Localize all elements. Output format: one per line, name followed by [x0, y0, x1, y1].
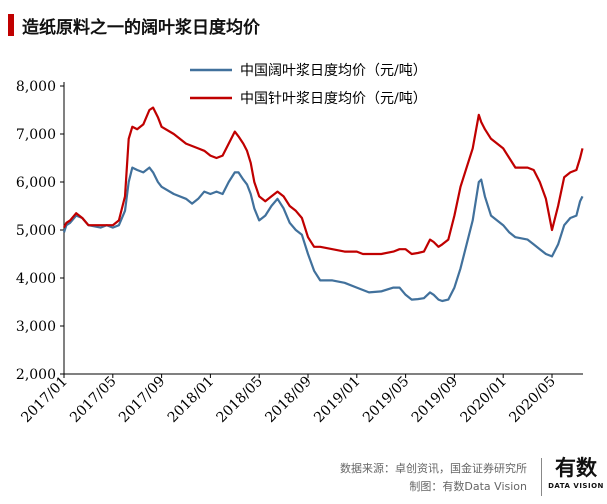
y-tick-label: 8,000 — [16, 79, 56, 95]
footer: 数据来源：卓创资讯，国金证券研究所 制图：有数Data Vision — [340, 460, 527, 496]
x-tick-label: 2018/05 — [214, 374, 266, 426]
x-tick-label: 2019/05 — [360, 374, 412, 426]
title-accent-bar — [8, 14, 14, 36]
x-tick-label: 2020/05 — [506, 374, 558, 426]
x-tick-label: 2018/09 — [262, 374, 314, 426]
y-tick-label: 3,000 — [16, 319, 56, 335]
x-tick-label: 2019/09 — [409, 374, 461, 426]
x-tick-label: 2018/01 — [165, 374, 217, 426]
y-tick-label: 4,000 — [16, 271, 56, 287]
source-note: 数据来源：卓创资讯，国金证券研究所 — [340, 462, 527, 475]
chart-header: 造纸原料之一的阔叶浆日度均价 — [0, 6, 607, 42]
y-tick-label: 7,000 — [16, 127, 56, 143]
y-tick-label: 6,000 — [16, 175, 56, 191]
legend-label-hardwood: 中国阔叶浆日度均价（元/吨） — [240, 63, 427, 79]
x-tick-label: 2020/01 — [458, 374, 510, 426]
y-tick-label: 5,000 — [16, 223, 56, 239]
series-line-softwood — [63, 106, 584, 256]
credit-note: 制图：有数Data Vision — [409, 480, 527, 493]
x-tick-label: 2019/01 — [311, 374, 363, 426]
legend-label-softwood: 中国针叶浆日度均价（元/吨） — [240, 91, 427, 107]
x-tick-label: 2017/05 — [67, 374, 119, 426]
y-tick-label: 2,000 — [16, 367, 56, 383]
x-tick-label: 2017/09 — [116, 374, 168, 426]
logo-divider — [541, 458, 542, 496]
chart-title: 造纸原料之一的阔叶浆日度均价 — [22, 18, 260, 38]
brand-logo: 有数 DATA VISION — [548, 456, 604, 490]
series-line-hardwood — [62, 166, 584, 303]
